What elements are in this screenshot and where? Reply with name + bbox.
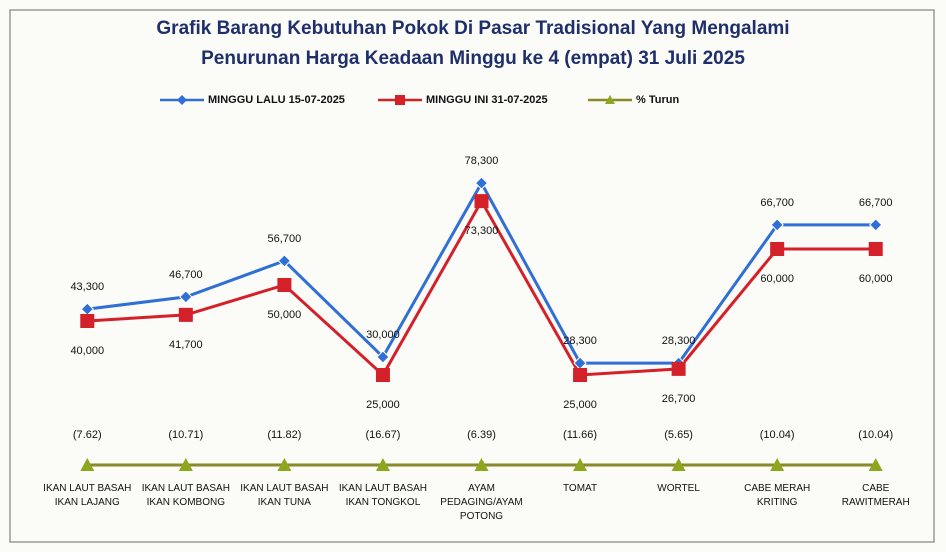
point-marker bbox=[179, 290, 193, 304]
data-label: 28,300 bbox=[662, 335, 696, 347]
point-marker bbox=[277, 278, 292, 292]
point-marker bbox=[671, 361, 686, 376]
data-label: 25,000 bbox=[366, 399, 400, 411]
point-marker bbox=[573, 458, 588, 472]
legend-label: % Turun bbox=[636, 94, 679, 106]
data-label: (10.04) bbox=[760, 429, 795, 441]
chart-subtitle: Penurunan Harga Keadaan Minggu ke 4 (emp… bbox=[201, 48, 745, 69]
point-marker bbox=[573, 368, 588, 382]
data-label: 73,300 bbox=[465, 225, 499, 237]
point-marker bbox=[375, 368, 390, 382]
legend-marker bbox=[605, 95, 615, 104]
point-marker bbox=[474, 176, 489, 190]
data-label: 60,000 bbox=[859, 273, 893, 285]
chart-border bbox=[9, 9, 935, 543]
point-marker bbox=[178, 458, 193, 472]
legend-marker bbox=[177, 95, 187, 105]
data-label: (5.65) bbox=[664, 429, 693, 441]
data-label: (7.62) bbox=[73, 429, 102, 441]
data-label: 66,700 bbox=[760, 197, 794, 209]
x-tick-label: IKAN LAUT BASAH IKAN TONGKOL bbox=[338, 483, 428, 508]
data-label: 56,700 bbox=[268, 233, 302, 245]
point-marker bbox=[375, 458, 390, 472]
point-marker bbox=[277, 458, 292, 472]
data-label: 60,000 bbox=[760, 273, 794, 285]
point-marker bbox=[869, 218, 883, 232]
data-label: (11.82) bbox=[267, 429, 301, 441]
point-marker bbox=[770, 458, 785, 472]
data-label: 30,000 bbox=[366, 329, 400, 341]
point-marker bbox=[376, 350, 390, 364]
x-tick-label: TOMAT bbox=[563, 483, 598, 494]
chart-title: Grafik Barang Kebutuhan Pokok Di Pasar T… bbox=[156, 18, 790, 39]
data-label: (16.67) bbox=[366, 429, 401, 441]
point-marker bbox=[178, 307, 193, 322]
point-marker bbox=[671, 458, 686, 472]
data-label: (10.71) bbox=[168, 429, 203, 441]
data-label: 43,300 bbox=[70, 281, 104, 293]
data-label: 41,700 bbox=[169, 339, 203, 351]
legend-marker bbox=[395, 95, 405, 105]
point-marker bbox=[868, 242, 883, 256]
point-marker bbox=[80, 458, 95, 472]
data-label: 66,700 bbox=[859, 197, 893, 209]
data-label: 78,300 bbox=[465, 155, 499, 167]
point-marker bbox=[277, 254, 292, 268]
data-label: (6.39) bbox=[467, 429, 496, 441]
point-marker bbox=[80, 314, 95, 328]
x-tick-label: CABE MERAH KRITING bbox=[744, 483, 811, 508]
point-marker bbox=[80, 302, 94, 316]
legend-label: MINGGU INI 31-07-2025 bbox=[426, 94, 548, 106]
legend-label: MINGGU LALU 15-07-2025 bbox=[208, 94, 345, 106]
point-marker bbox=[770, 218, 784, 232]
data-label: 26,700 bbox=[662, 393, 696, 405]
data-label: 46,700 bbox=[169, 269, 203, 281]
data-label: 50,000 bbox=[268, 309, 302, 321]
data-label: (11.66) bbox=[563, 429, 597, 441]
data-label: (10.04) bbox=[858, 429, 893, 441]
x-tick-label: IKAN LAUT BASAH IKAN KOMBONG bbox=[141, 483, 230, 508]
x-tick-label: AYAM PEDAGING/AYAM POTONG bbox=[440, 483, 523, 522]
point-marker bbox=[474, 194, 489, 209]
x-tick-label: IKAN LAUT BASAH IKAN LAJANG bbox=[43, 483, 132, 508]
x-tick-label: WORTEL bbox=[657, 483, 700, 494]
x-tick-label: IKAN LAUT BASAH IKAN TUNA bbox=[240, 483, 329, 508]
data-label: 25,000 bbox=[563, 399, 597, 411]
point-marker bbox=[868, 458, 883, 472]
point-marker bbox=[474, 458, 489, 472]
data-label: 28,300 bbox=[563, 335, 597, 347]
x-tick-label: CABE RAWITMERAH bbox=[841, 483, 910, 508]
point-marker bbox=[770, 242, 785, 256]
data-label: 40,000 bbox=[70, 345, 104, 357]
